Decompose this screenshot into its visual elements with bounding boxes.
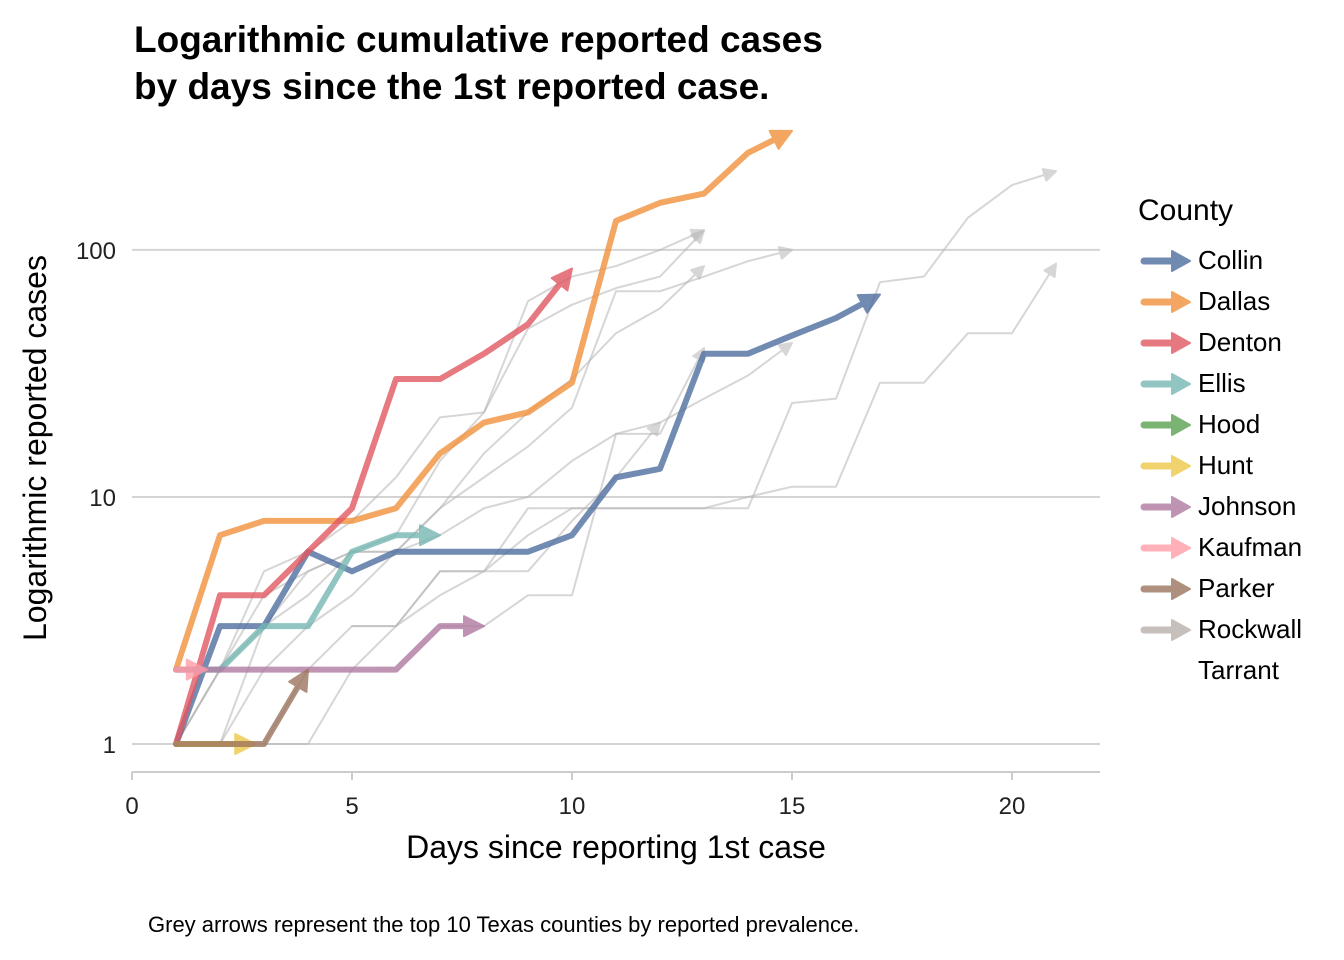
series-johnson-arrowhead — [463, 615, 485, 638]
reference-series-line — [175, 349, 784, 745]
reference-series-arrowhead — [777, 246, 793, 260]
legend-item-dallas: Dallas — [1138, 281, 1302, 322]
reference-series-arrowhead — [1041, 168, 1057, 182]
legend-label: Parker — [1198, 573, 1275, 603]
x-tick-label: 15 — [779, 793, 806, 820]
legend-key — [1140, 578, 1191, 600]
legend-key — [1140, 537, 1191, 559]
legend-item-denton: Denton — [1138, 322, 1302, 363]
chart-title-line-1: Logarithmic cumulative reported cases — [134, 19, 823, 60]
reference-series-line — [175, 238, 697, 745]
legend-item-johnson: Johnson — [1138, 486, 1302, 527]
legend-label: Johnson — [1198, 491, 1297, 521]
series-collin — [173, 293, 881, 747]
series-kaufman — [173, 658, 208, 681]
reference-series-arrowhead — [646, 421, 661, 437]
series-parker-arrowhead — [288, 668, 309, 693]
series-dallas — [173, 129, 793, 673]
x-tick-label: 5 — [345, 793, 358, 820]
legend-item-tarrant: Tarrant — [1138, 650, 1302, 691]
legend-items: Collin Dallas Denton Ellis Hood Hunt Johnson Ka… — [1138, 240, 1302, 691]
legend-key — [1140, 455, 1191, 477]
legend-item-rockwall: Rockwall — [1138, 609, 1302, 650]
legend-key — [1140, 414, 1191, 436]
reference-series-arrowhead — [690, 265, 705, 280]
reference-series-line — [351, 430, 654, 628]
reference-series — [263, 168, 1057, 745]
series-johnson-line — [173, 623, 467, 673]
reference-series-line — [175, 251, 782, 745]
legend-item-parker: Parker — [1138, 568, 1302, 609]
legend-label: Ellis — [1198, 368, 1246, 398]
x-axis-label: Days since reporting 1st case — [406, 829, 826, 865]
legend-key — [1140, 373, 1191, 395]
legend-label: Denton — [1198, 327, 1282, 357]
legend-label: Collin — [1198, 245, 1264, 275]
legend-item-hunt: Hunt — [1138, 445, 1302, 486]
legend: County Collin Dallas Denton Ellis Hood Hunt Jo… — [1138, 194, 1302, 691]
legend-item-collin: Collin — [1138, 240, 1302, 281]
legend-item-hood: Hood — [1138, 404, 1302, 445]
legend-key — [1140, 619, 1191, 641]
legend-key — [1140, 332, 1191, 354]
legend-label: Hunt — [1198, 450, 1253, 480]
legend-label: Kaufman — [1198, 532, 1303, 562]
legend-key — [1140, 496, 1191, 518]
series-parker-line — [173, 683, 301, 747]
y-tick-label: 1 — [103, 732, 116, 759]
y-tick-label: 10 — [89, 485, 116, 512]
series-denton-line — [173, 281, 563, 747]
chart-title: Logarithmic cumulative reported cases by… — [134, 16, 823, 110]
reference-series-line — [439, 357, 700, 628]
chart-title-line-2: by days since the 1st reported case. — [134, 66, 770, 107]
legend-key — [1140, 291, 1191, 313]
series-kaufman-arrowhead — [185, 658, 208, 681]
legend-label: Hood — [1198, 409, 1261, 439]
series-ellis-arrowhead — [419, 524, 441, 547]
reference-series-line — [263, 173, 1046, 745]
y-axis-label: Logarithmic reported cases — [17, 255, 53, 641]
x-tick-label: 10 — [559, 793, 586, 820]
legend-label: Tarrant — [1198, 655, 1279, 685]
y-tick-label: 100 — [76, 238, 116, 265]
series-dallas-line — [173, 136, 778, 673]
series-parker — [173, 668, 309, 747]
reference-series-arrowhead — [689, 228, 705, 242]
reference-series — [175, 246, 793, 745]
x-tick-label: 20 — [999, 793, 1026, 820]
legend-item-kaufman: Kaufman — [1138, 527, 1302, 568]
legend-label: Dallas — [1198, 286, 1271, 316]
series-johnson — [173, 615, 485, 673]
legend-title: County — [1138, 194, 1234, 227]
series-denton-arrowhead — [550, 267, 573, 292]
legend-item-ellis: Ellis — [1138, 363, 1302, 404]
chart-caption: Grey arrows represent the top 10 Texas c… — [148, 912, 860, 937]
reference-series — [175, 341, 793, 745]
series-collin-line — [173, 300, 866, 747]
x-tick-label: 0 — [125, 793, 138, 820]
reference-series — [439, 347, 705, 628]
legend-label: Rockwall — [1198, 614, 1303, 644]
series-collin-arrowhead — [856, 293, 881, 314]
reference-series — [351, 421, 661, 628]
reference-series-arrowhead — [777, 341, 793, 356]
series-denton — [173, 267, 573, 747]
legend-key — [1140, 250, 1191, 272]
reference-series-arrowhead — [1043, 262, 1057, 278]
series-dallas-arrowhead — [768, 129, 793, 150]
